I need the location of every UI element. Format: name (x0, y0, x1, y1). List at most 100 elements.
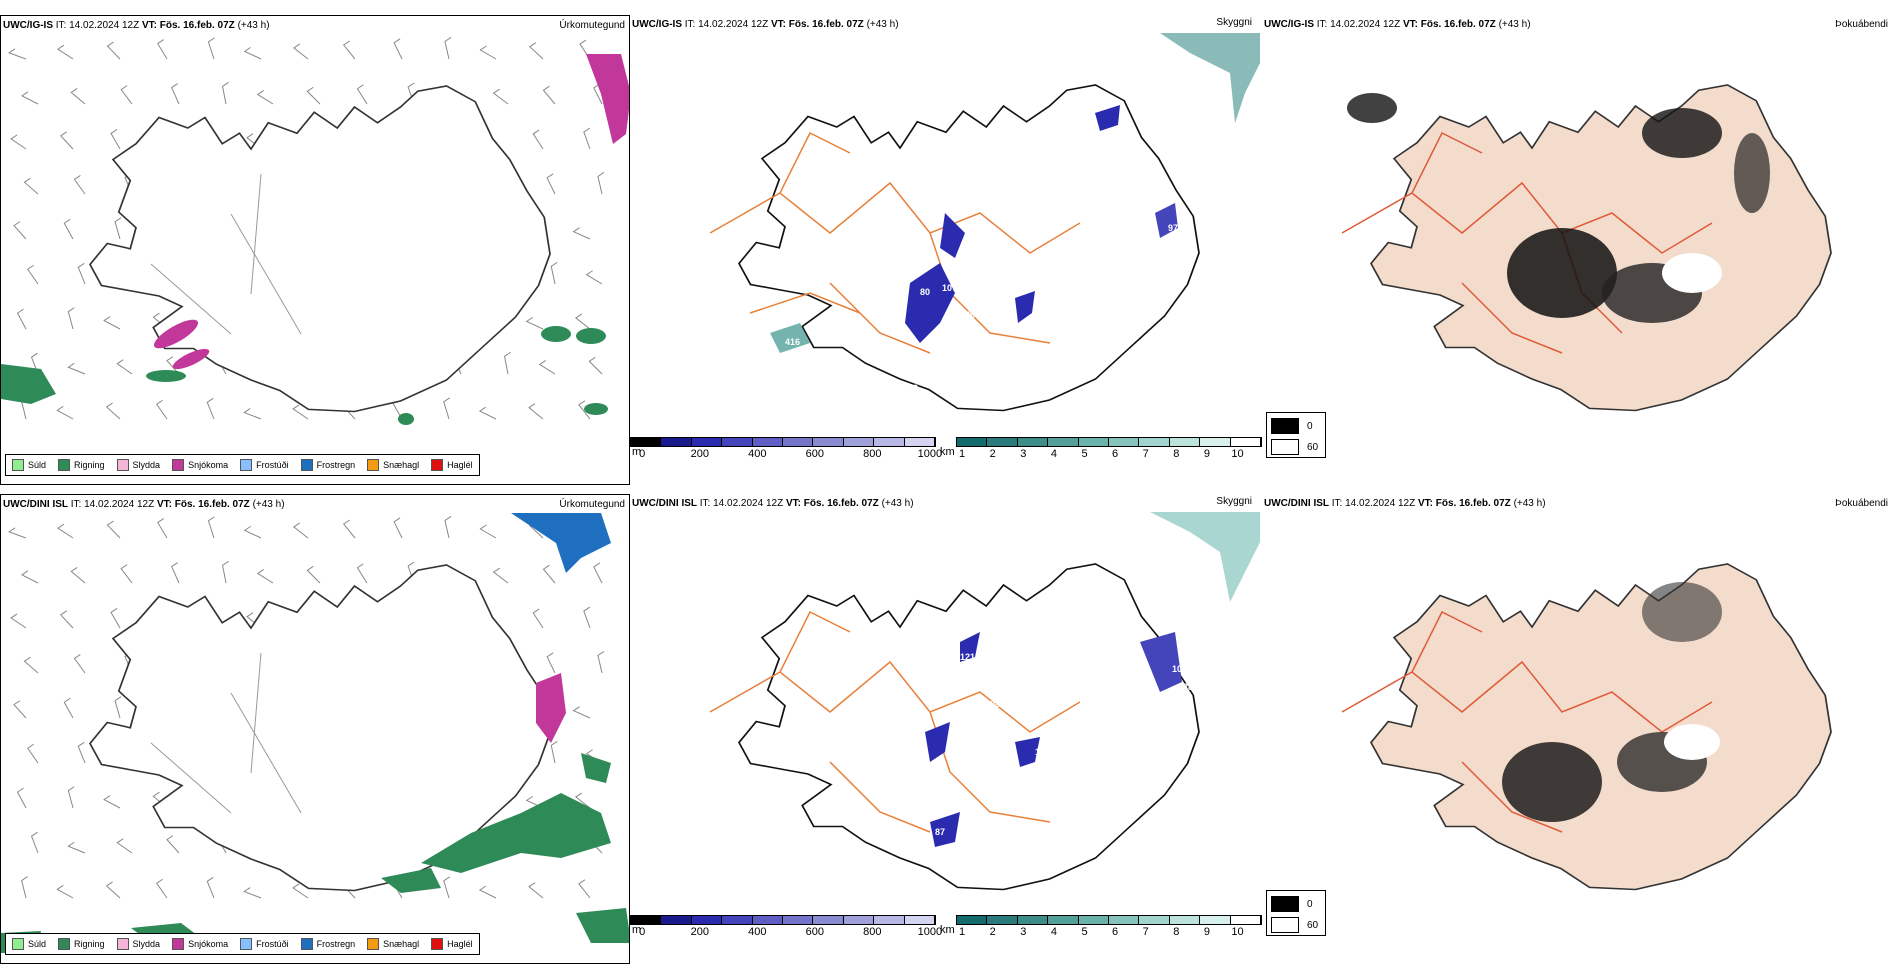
colorbar-tick: 8 (1173, 448, 1180, 460)
legend-item: Súld (12, 459, 46, 471)
wind-barb (574, 313, 591, 330)
legend-item: Slydda (116, 938, 160, 950)
wind-barb (583, 127, 591, 150)
cloud-panel-bottom: UWC/DINI ISL IT: 14.02.2024 12Z VT: Fös.… (630, 494, 1260, 964)
legend-swatch (431, 459, 444, 471)
wind-barb (105, 881, 121, 899)
colorbar-tick: 1000 (917, 926, 943, 938)
wind-barb (70, 567, 86, 584)
cloud-base-colorbar-top: 0 200 400 600 800 1000 (630, 437, 942, 461)
wind-barb (70, 88, 86, 105)
legend-label: Súld (28, 460, 47, 470)
legend-item: Haglél (431, 459, 473, 471)
wind-barb (10, 134, 27, 150)
colorbar-segment (1017, 916, 1049, 924)
wind-barb (528, 403, 544, 420)
legend-item: Frostúði (240, 938, 289, 950)
wind-barb (206, 397, 215, 420)
colorbar-segment (1048, 438, 1079, 446)
colorbar-tick: 0 (639, 926, 646, 938)
precip-legend: Súld Rigning Slydda Snjókoma Frostúði Frostre… (5, 454, 480, 476)
colorbar-segment (1200, 438, 1231, 446)
cloud-labels-bottom: 121 140 108 89 134 130 87 80 100 123 128 (913, 652, 1193, 862)
wind-barb (546, 173, 556, 195)
colorbar-segment (691, 916, 723, 924)
colorbar-segment (987, 916, 1018, 924)
wind-barb (542, 564, 556, 584)
colorbar-segment (813, 438, 844, 446)
wind-barb (110, 607, 121, 629)
svg-text:128: 128 (1178, 682, 1193, 692)
wind-barb (222, 560, 229, 584)
colorbar-segment (631, 438, 662, 446)
wind-barb (171, 562, 180, 584)
wind-barb (56, 884, 74, 899)
cloud-base-unit: m (632, 924, 642, 936)
wind-barb (538, 360, 556, 375)
wind-barb (444, 37, 452, 60)
legend-swatch (116, 938, 129, 950)
panel-header: UWC/DINI ISL IT: 14.02.2024 12Z VT: Fös.… (1264, 498, 1546, 509)
colorbar-segment (1230, 916, 1262, 924)
legend-item: Frostregn (300, 938, 355, 950)
svg-text:80: 80 (932, 852, 942, 862)
wind-barb (206, 876, 215, 899)
fog-panel-bottom: UWC/DINI ISL IT: 14.02.2024 12Z VT: Fös.… (1262, 494, 1892, 964)
colorbar-segment (904, 916, 936, 924)
panel-header: UWC/DINI ISL IT: 14.02.2024 12Z VT: Fös.… (632, 498, 914, 509)
colorbar-segment (1169, 438, 1201, 446)
legend-item: Súld (12, 938, 46, 950)
iceland-precip-map (1, 37, 629, 425)
iceland-fog-map (1341, 563, 1832, 891)
wind-barb (103, 795, 121, 809)
wind-barb (157, 39, 168, 60)
colorbar-segment (1139, 438, 1170, 446)
wind-barb (504, 351, 511, 375)
colorbar-tick: 7 (1142, 448, 1149, 460)
colorbar-segment (957, 916, 988, 924)
wind-barb (166, 356, 180, 375)
panel-header: UWC/IG-IS IT: 14.02.2024 12Z VT: Fös. 16… (1264, 19, 1531, 30)
wind-barb (529, 42, 544, 60)
wind-barb (306, 86, 321, 105)
wind-barb (105, 402, 121, 420)
colorbar-tick: 1000 (917, 448, 943, 460)
svg-text:134: 134 (1035, 747, 1050, 757)
wind-barb (292, 43, 309, 60)
wind-barb (572, 706, 591, 719)
legend-label: Snæhagl (383, 939, 420, 949)
colorbar-tick: 9 (1203, 448, 1210, 460)
wind-barb (7, 48, 27, 60)
legend-label: Snjókoma (188, 460, 229, 470)
colorbar-tick: 600 (805, 926, 824, 938)
panel-title: Þokuábendi (1835, 19, 1888, 30)
legend-item: Snæhagl (367, 459, 419, 471)
colorbar-segment (843, 916, 875, 924)
wind-barb (26, 264, 39, 285)
colorbar-segment (722, 916, 753, 924)
panel-header: UWC/IG-IS IT: 14.02.2024 12Z VT: Fös. 16… (3, 20, 270, 31)
svg-text:87: 87 (935, 827, 945, 837)
wind-barb (21, 876, 28, 899)
iceland-precip-map (1, 513, 629, 953)
colorbar-segment (631, 916, 662, 924)
colorbar-tick: 2 (989, 926, 996, 938)
svg-text:130: 130 (1070, 742, 1085, 752)
wind-barb (550, 740, 558, 764)
wind-barb (583, 606, 591, 629)
wind-barb (572, 227, 591, 240)
wind-barb (478, 406, 497, 420)
wind-barb (393, 517, 403, 539)
wind-barb (16, 787, 27, 809)
svg-text:78: 78 (952, 327, 962, 337)
colorbar-segment (661, 916, 692, 924)
wind-barb (26, 743, 39, 764)
colorbar-tick: 2 (989, 448, 996, 460)
legend-label: Snjókoma (188, 939, 229, 949)
wind-barb (492, 567, 509, 584)
visibility-colorbar-top: 1 2 3 4 5 6 7 8 9 10 (956, 437, 1262, 461)
wind-barb (106, 41, 121, 60)
legend-swatch (300, 459, 313, 471)
colorbar-segment (813, 916, 844, 924)
wind-barb (13, 221, 27, 240)
